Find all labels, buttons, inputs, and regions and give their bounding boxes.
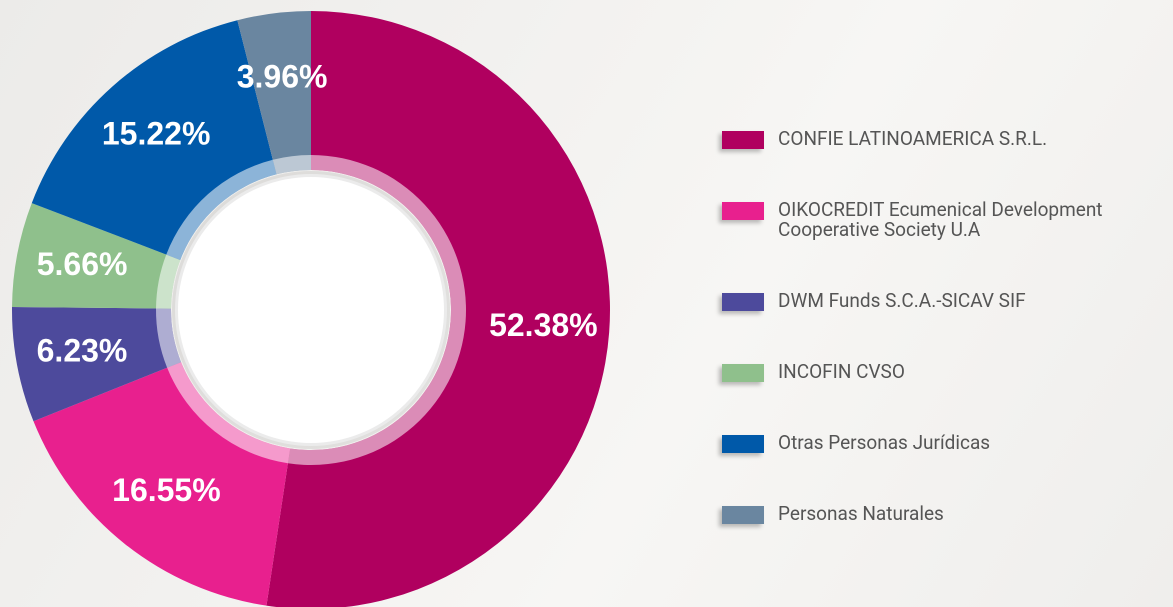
legend-item: OIKOCREDIT Ecumenical Development Cooper… (722, 200, 1172, 240)
legend-swatch (722, 435, 764, 453)
data-label: 16.55% (112, 472, 221, 508)
legend-item: Personas Naturales (722, 504, 1172, 524)
legend-label: Personas Naturales (778, 502, 944, 525)
inner-ring (167, 362, 291, 464)
legend-label: Otras Personas Jurídicas (778, 431, 991, 454)
legend-label: CONFIE LATINOAMERICA S.R.L. (778, 127, 1048, 150)
data-label: 5.66% (37, 246, 128, 282)
inner-ring (166, 159, 277, 260)
inner-ring (156, 308, 182, 368)
inner-ring (272, 155, 311, 175)
legend-item: CONFIE LATINOAMERICA S.R.L. (722, 129, 1172, 149)
donut-slice (12, 203, 181, 309)
donut-slice (11, 306, 182, 422)
data-label: 15.22% (102, 115, 211, 151)
legend-swatch (722, 506, 764, 524)
legend-swatch (722, 293, 764, 311)
data-label: 6.23% (37, 332, 128, 368)
legend: CONFIE LATINOAMERICA S.R.L. OIKOCREDIT Ec… (722, 129, 1172, 524)
legend-label: OIKOCREDIT Ecumenical Development Cooper… (778, 198, 1103, 241)
legend-label: DWM Funds S.C.A.-SICAV SIF (778, 289, 1026, 312)
legend-swatch (722, 202, 764, 220)
legend-item: DWM Funds S.C.A.-SICAV SIF (722, 291, 1172, 311)
legend-item: INCOFIN CVSO (722, 362, 1172, 382)
data-label: 52.38% (489, 307, 598, 343)
inner-ring (156, 254, 181, 309)
legend-item: Otras Personas Jurídicas (722, 433, 1172, 453)
donut-slice (237, 11, 311, 175)
legend-swatch (722, 364, 764, 382)
data-label: 3.96% (237, 58, 328, 94)
hole-shadow (172, 171, 450, 449)
chart: 52.38% 16.55% 6.23% 5.66% 15.22% 3.96% (11, 11, 610, 607)
legend-label: INCOFIN CVSO (778, 360, 905, 383)
donut-hole (175, 174, 447, 446)
legend-swatch (722, 131, 764, 149)
